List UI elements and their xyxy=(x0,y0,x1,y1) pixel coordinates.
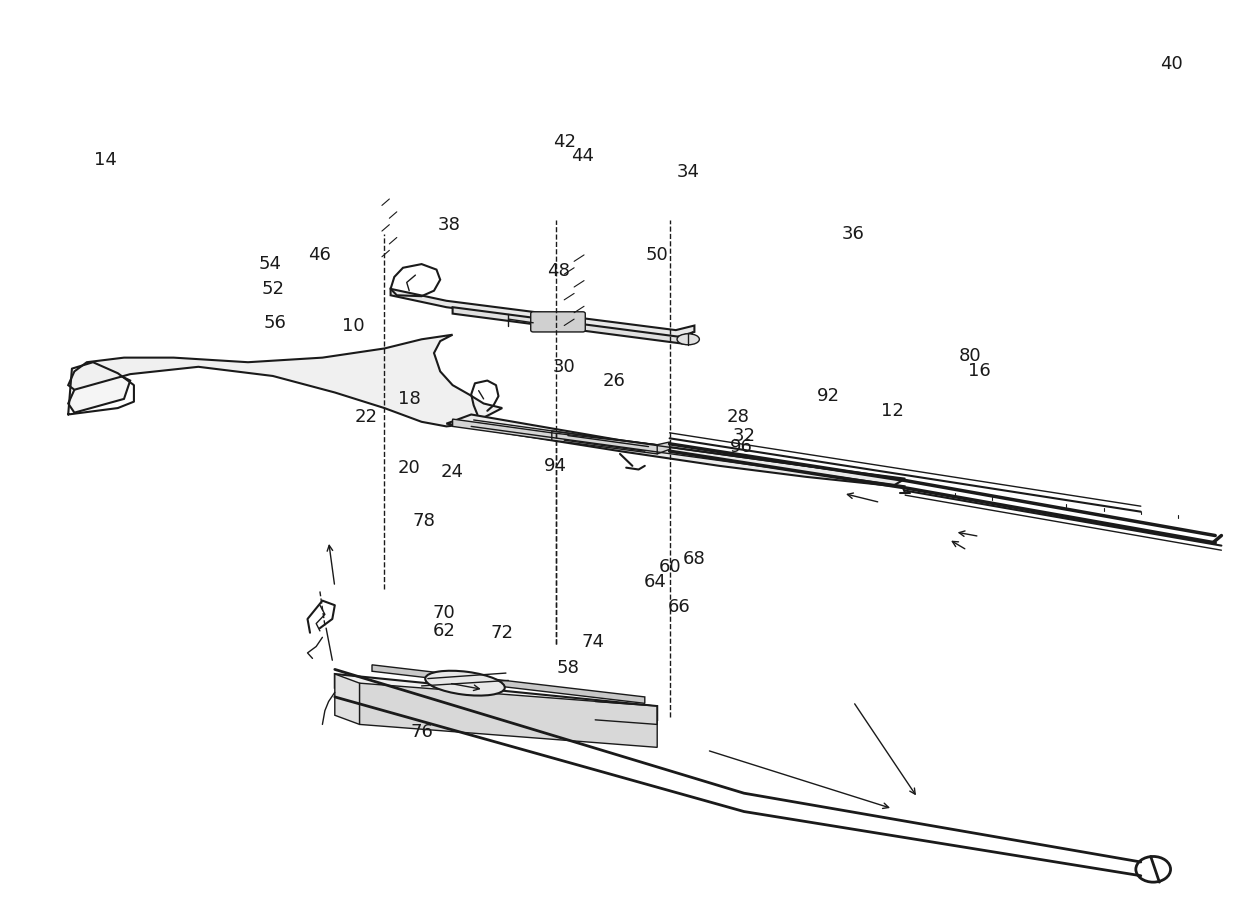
Text: 60: 60 xyxy=(658,558,681,576)
Text: 12: 12 xyxy=(882,402,904,420)
Text: 10: 10 xyxy=(342,316,365,335)
Polygon shape xyxy=(68,335,502,426)
Text: 26: 26 xyxy=(603,371,625,390)
Text: 30: 30 xyxy=(553,358,575,376)
Text: 74: 74 xyxy=(582,633,604,651)
Text: 76: 76 xyxy=(410,723,433,741)
Text: 16: 16 xyxy=(968,362,991,381)
Text: 64: 64 xyxy=(644,573,666,591)
Polygon shape xyxy=(335,674,657,720)
Polygon shape xyxy=(446,414,905,486)
Polygon shape xyxy=(360,683,657,747)
Text: 50: 50 xyxy=(646,246,668,264)
Text: 54: 54 xyxy=(259,255,281,273)
Text: 56: 56 xyxy=(264,314,286,332)
Text: 36: 36 xyxy=(842,225,864,243)
Text: 44: 44 xyxy=(572,147,594,165)
Text: 34: 34 xyxy=(677,163,699,182)
Text: 94: 94 xyxy=(544,457,567,475)
Text: 38: 38 xyxy=(438,215,460,234)
Polygon shape xyxy=(391,289,694,337)
Polygon shape xyxy=(453,419,670,454)
FancyBboxPatch shape xyxy=(531,312,585,332)
Polygon shape xyxy=(453,307,692,344)
Text: 32: 32 xyxy=(733,426,755,445)
Polygon shape xyxy=(68,371,130,413)
Text: 78: 78 xyxy=(413,512,435,530)
Text: 14: 14 xyxy=(94,151,117,170)
Text: 72: 72 xyxy=(491,624,513,642)
Text: 22: 22 xyxy=(355,408,377,426)
Text: 58: 58 xyxy=(557,658,579,677)
Text: 46: 46 xyxy=(309,246,331,264)
Text: 96: 96 xyxy=(730,438,753,457)
Text: 18: 18 xyxy=(398,390,420,408)
Text: 62: 62 xyxy=(433,622,455,640)
Text: 66: 66 xyxy=(668,598,691,616)
Text: 48: 48 xyxy=(547,261,569,280)
Text: 70: 70 xyxy=(433,603,455,622)
Polygon shape xyxy=(335,674,360,724)
Text: 40: 40 xyxy=(1161,55,1183,73)
Text: 28: 28 xyxy=(727,408,749,426)
Text: 20: 20 xyxy=(398,458,420,477)
Text: 24: 24 xyxy=(441,463,464,481)
Polygon shape xyxy=(372,665,645,703)
Text: 80: 80 xyxy=(959,347,981,365)
Ellipse shape xyxy=(425,670,505,696)
Text: 52: 52 xyxy=(262,280,284,298)
Text: 42: 42 xyxy=(553,133,575,151)
Text: 92: 92 xyxy=(817,387,839,405)
Ellipse shape xyxy=(677,334,699,345)
Text: 68: 68 xyxy=(683,550,706,569)
